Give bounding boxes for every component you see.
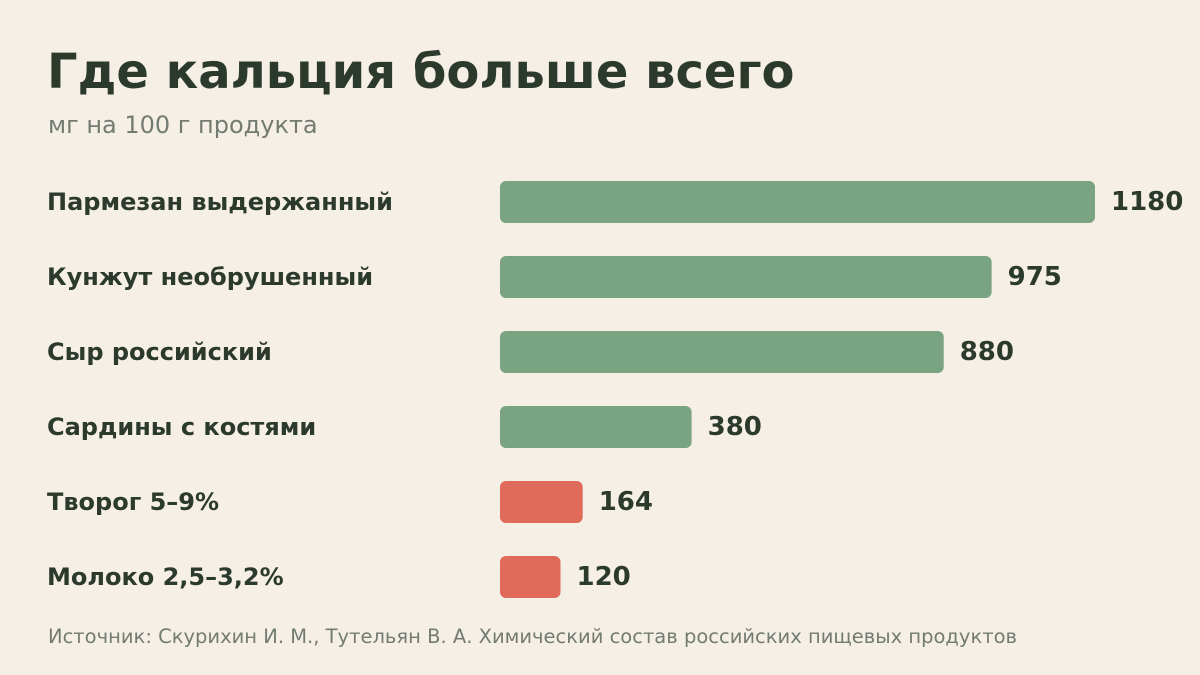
source-note: Источник: Скурихин И. М., Тутельян В. А.… [48, 625, 1018, 648]
bar [500, 181, 1095, 223]
bar [500, 331, 944, 373]
value-label: 880 [960, 337, 1014, 367]
category-label: Сыр российский [47, 338, 272, 366]
bar [500, 406, 692, 448]
category-label: Кунжут необрушенный [47, 263, 373, 291]
value-label: 380 [708, 412, 762, 442]
bar [500, 556, 561, 598]
value-label: 120 [577, 562, 631, 592]
category-label: Пармезан выдержанный [47, 188, 393, 216]
category-label: Сардины с костями [47, 413, 316, 441]
category-label: Молоко 2,5–3,2% [47, 563, 284, 591]
category-label: Творог 5–9% [47, 488, 219, 516]
chart-title: Где кальция больше всего [47, 44, 795, 100]
value-label: 164 [599, 487, 653, 517]
bar [500, 481, 583, 523]
value-label: 975 [1008, 262, 1062, 292]
value-label: 1180 [1111, 187, 1183, 217]
bar [500, 256, 992, 298]
chart-subtitle: мг на 100 г продукта [48, 111, 318, 139]
